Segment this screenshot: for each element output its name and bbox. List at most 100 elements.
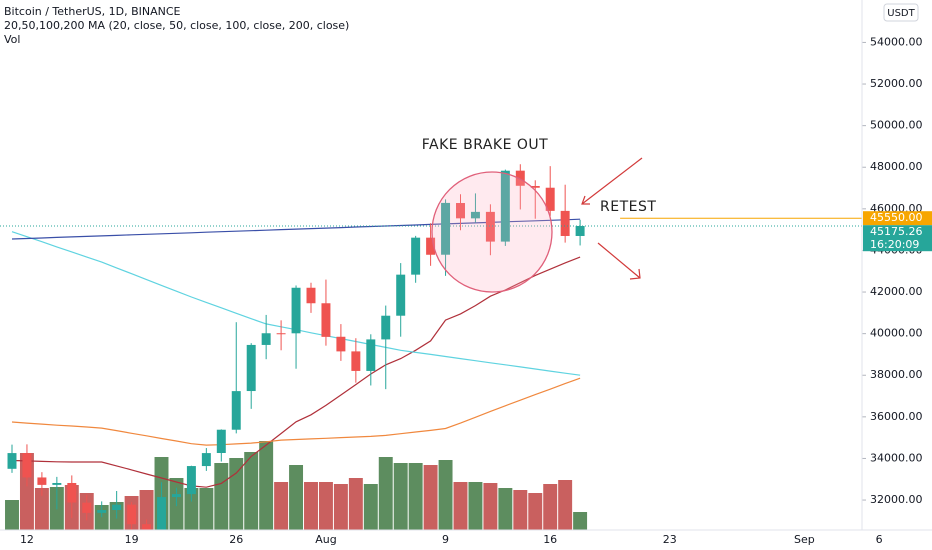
y-tick-label: 52000.00 xyxy=(870,77,923,90)
x-tick-label: 6 xyxy=(876,533,883,546)
volume-bar xyxy=(453,482,468,530)
annotation: RETEST xyxy=(600,199,656,215)
highlight-circle xyxy=(431,171,553,293)
candle-body xyxy=(485,211,495,242)
volume-bar xyxy=(274,482,289,530)
candle-body xyxy=(351,351,361,371)
x-tick-label: 9 xyxy=(442,533,449,546)
candle-body xyxy=(411,237,421,275)
candle-body xyxy=(321,303,331,337)
candle-body xyxy=(306,287,316,304)
volume-bar xyxy=(468,482,483,530)
volume-bar xyxy=(513,490,528,530)
y-tick-label: 36000.00 xyxy=(870,410,923,423)
candle-body xyxy=(127,504,137,525)
candle-body xyxy=(231,391,241,430)
volume-bar xyxy=(304,482,318,530)
candle-body xyxy=(276,333,286,335)
volume-bar xyxy=(34,488,49,530)
y-tick-label: 34000.00 xyxy=(870,451,923,464)
candle-body xyxy=(186,466,196,495)
volume-bar xyxy=(259,441,274,530)
candle-body xyxy=(157,497,166,530)
x-tick-label: 23 xyxy=(663,533,677,546)
candle-body xyxy=(291,287,301,334)
candle-body xyxy=(7,453,17,469)
y-tick-label: 42000.00 xyxy=(870,285,923,298)
candle-body xyxy=(67,482,77,503)
volume-bar xyxy=(498,488,513,530)
hline-price-label: 45550.00 xyxy=(870,211,923,224)
x-tick-label: 16 xyxy=(543,533,557,546)
candle-body xyxy=(515,170,525,186)
candle-body xyxy=(470,211,480,219)
candle-body xyxy=(246,344,256,392)
y-tick-label: 50000.00 xyxy=(870,119,923,132)
y-tick-label: 32000.00 xyxy=(870,493,923,506)
volume-bar xyxy=(229,458,244,530)
x-tick-label: Sep xyxy=(794,533,815,546)
y-tick-label: 40000.00 xyxy=(870,327,923,340)
volume-bar xyxy=(289,465,304,530)
candle-body xyxy=(336,336,346,352)
moving-average-line xyxy=(11,377,581,446)
x-tick-label: 26 xyxy=(229,533,243,546)
candle-body xyxy=(396,274,406,316)
volume-bar xyxy=(558,480,573,530)
volume-bar xyxy=(348,478,363,530)
candle-body xyxy=(82,502,92,513)
candle-body xyxy=(500,170,510,242)
candle-body xyxy=(575,225,585,236)
chart-title: Bitcoin / TetherUS, 1D, BINANCE xyxy=(4,5,181,18)
candle-body xyxy=(97,510,107,513)
x-tick-label: 19 xyxy=(125,533,139,546)
volume-bar xyxy=(5,500,19,530)
candle-body xyxy=(37,477,47,485)
moving-average-line xyxy=(11,256,581,488)
annotation: FAKE BRAKE OUT xyxy=(422,137,548,153)
last-price-tag xyxy=(863,225,932,252)
volume-bar xyxy=(543,484,558,530)
candle-body xyxy=(545,187,555,211)
candle-body xyxy=(261,333,271,345)
candle-body xyxy=(441,202,451,255)
volume-bar xyxy=(438,460,453,530)
candle-body xyxy=(22,453,32,478)
candle-body xyxy=(112,504,122,511)
y-tick-label: 54000.00 xyxy=(870,35,923,48)
volume-bar xyxy=(184,488,199,530)
candle-body xyxy=(52,482,62,485)
volume-bar xyxy=(393,463,408,530)
candle-body xyxy=(201,453,211,467)
hline-price-tag xyxy=(863,211,932,226)
candle-body xyxy=(366,339,376,371)
volume-bar xyxy=(333,484,348,530)
candle-body xyxy=(456,203,465,219)
volume-bar xyxy=(199,488,214,530)
moving-average-line xyxy=(11,218,581,240)
countdown-label: 16:20:09 xyxy=(870,238,919,251)
y-tick-label: 48000.00 xyxy=(870,160,923,173)
arrow xyxy=(597,242,641,280)
candle-body xyxy=(216,429,226,453)
volume-bar xyxy=(378,457,393,530)
candle-body xyxy=(381,315,391,340)
volume-bar xyxy=(214,463,229,530)
volume-bar xyxy=(528,493,543,530)
volume-label: Vol xyxy=(4,33,20,46)
volume-bar xyxy=(483,483,498,530)
y-tick-label: 38000.00 xyxy=(870,368,923,381)
volume-bar xyxy=(318,482,333,530)
currency-label: USDT xyxy=(887,8,915,19)
x-tick-label: 12 xyxy=(20,533,34,546)
volume-bar xyxy=(244,452,259,530)
last-price-label: 45175.26 xyxy=(870,225,923,238)
candle-body xyxy=(142,524,152,530)
indicator-label: 20,50,100,200 MA (20, close, 50, close, … xyxy=(4,19,349,32)
currency-button[interactable] xyxy=(883,3,919,22)
volume-bar xyxy=(139,490,154,530)
candle-body xyxy=(530,185,540,188)
volume-bar xyxy=(363,484,378,530)
volume-bar xyxy=(573,512,588,530)
